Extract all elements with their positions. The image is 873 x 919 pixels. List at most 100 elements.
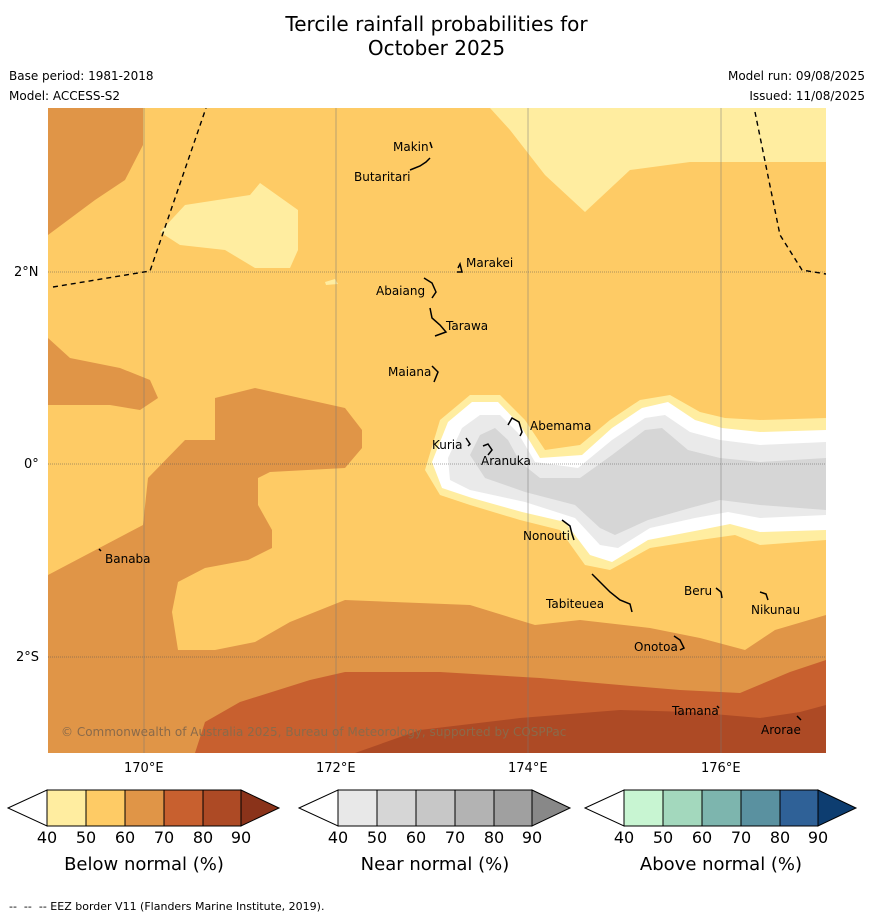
colorbar-near-swatch-4 [493,789,533,827]
lon-label-170e: 170°E [124,761,164,776]
cb-below-tick-70: 70 [153,828,175,847]
island-label-maiana: Maiana [388,365,432,379]
cb-below-tick-50: 50 [75,828,97,847]
lat-label-2n: 2°N [14,265,39,280]
cb-above-tick-60: 60 [691,828,713,847]
lat-label-0: 0° [24,457,39,472]
tamana-shape [716,705,720,709]
cb-near-tick-80: 80 [483,828,505,847]
colorbar-above-swatch-3 [740,789,781,827]
island-label-tarawa: Tarawa [446,319,489,333]
eez-border [52,108,826,288]
colorbar-below-swatch-1 [85,789,126,827]
cb-below-tick-40: 40 [36,828,58,847]
nikunau-shape [759,591,769,601]
lon-label-174e: 174°E [508,761,548,776]
lat-label-2s: 2°S [16,650,40,665]
colorbar-near-swatch-2 [415,789,456,827]
cb-above-tick-70: 70 [730,828,752,847]
cb-near-tick-70: 70 [444,828,466,847]
model-run: Model run: 09/08/2025 [727,69,865,83]
colorbar-above-swatch-0 [623,789,664,827]
lon-label-172e: 172°E [316,761,356,776]
cb-below-tick-80: 80 [192,828,214,847]
cb-above-tick-50: 50 [652,828,674,847]
colorbar-near [297,789,572,827]
cb-above-tick-90: 90 [807,828,829,847]
colorbar-below-swatch-4 [202,789,242,827]
island-label-aranuka: Aranuka [481,454,531,468]
colorbar-near-title: Near normal (%) [360,854,510,875]
island-label-beru: Beru [684,584,713,598]
tarawa-shape [429,307,448,337]
region-below-40-50-speck [325,279,338,285]
model-name: Model: ACCESS-S2 [9,89,121,103]
map-title: Tercile rainfall probabilities for Octob… [0,12,873,60]
copyright-notice: © Commonwealth of Australia 2025, Bureau… [61,725,567,739]
eez-legend-footer: -- -- -- EEZ border V11 (Flanders Marine… [9,900,325,913]
island-label-butaritari: Butaritari [354,170,411,184]
region-below-60-70-central [48,388,826,753]
island-label-nonouti: Nonouti [523,529,570,543]
cb-above-tick-40: 40 [613,828,635,847]
butaritari-shape [409,157,431,171]
colorbar-above [583,789,858,827]
gridlines [48,271,826,658]
colorbar-above-swatch-1 [662,789,703,827]
colorbar-near-swatch-0 [337,789,378,827]
beru-shape [715,587,723,599]
region-below-60-70-west [48,338,158,410]
cb-near-tick-40: 40 [327,828,349,847]
colorbar-below-max-arrow [240,789,281,827]
colorbar-above-swatch-2 [701,789,742,827]
abaiang-shape [423,277,437,299]
meta-right: Model run: 09/08/2025 Issued: 11/08/2025 [728,68,865,104]
island-label-tabiteuea: Tabiteuea [546,597,605,611]
cb-near-tick-90: 90 [521,828,543,847]
island-label-abemama: Abemama [530,419,592,433]
colorbar-near-swatch-3 [454,789,495,827]
region-below-60-70-nw [48,108,143,235]
island-label-arorae: Arorae [761,723,801,737]
cb-above-tick-80: 80 [769,828,791,847]
island-label-kuria: Kuria [432,438,463,452]
colorbar-near-swatch-1 [376,789,417,827]
makin-shape [429,141,433,149]
island-label-abaiang: Abaiang [376,284,426,298]
island-label-banaba: Banaba [105,552,151,566]
onotoa-shape [673,635,686,651]
colorbar-below-min-arrow [6,789,48,827]
colorbar-below-swatch-2 [124,789,165,827]
banaba-shape [98,548,102,552]
colorbar-near-min-arrow [297,789,339,827]
colorbar-above-max-arrow [817,789,858,827]
maiana-shape [431,365,439,383]
probability-map [48,108,826,753]
colorbar-below-title: Below normal (%) [64,854,224,875]
region-below-80-90 [355,705,826,753]
map-title-line1: Tercile rainfall probabilities for [285,12,588,36]
colorbar-below-swatch-0 [46,789,87,827]
region-below-40-50-north [490,108,826,212]
island-label-tamana: Tamana [672,704,719,718]
region-near-50-60 [470,428,826,535]
nonouti-shape [561,519,575,541]
cb-below-tick-90: 90 [230,828,252,847]
arorae-shape [796,715,802,721]
map-title-line2: October 2025 [367,36,506,60]
marakei-shape [457,261,463,273]
meridians [143,108,722,753]
island-shapes [98,141,802,721]
abemama-shape [507,416,523,437]
meta-left: Base period: 1981-2018 Model: ACCESS-S2 [9,68,154,104]
region-below-40-50-west [160,183,298,268]
colorbar-above-min-arrow [583,789,625,827]
colorbar-above-title: Above normal (%) [639,854,803,875]
island-label-makin: Makin [393,140,429,154]
cb-near-tick-60: 60 [405,828,427,847]
cb-below-tick-60: 60 [114,828,136,847]
colorbar-below [6,789,281,827]
colorbar-below-swatch-3 [163,789,204,827]
cb-near-tick-50: 50 [366,828,388,847]
issued-date: Issued: 11/08/2025 [749,89,865,103]
